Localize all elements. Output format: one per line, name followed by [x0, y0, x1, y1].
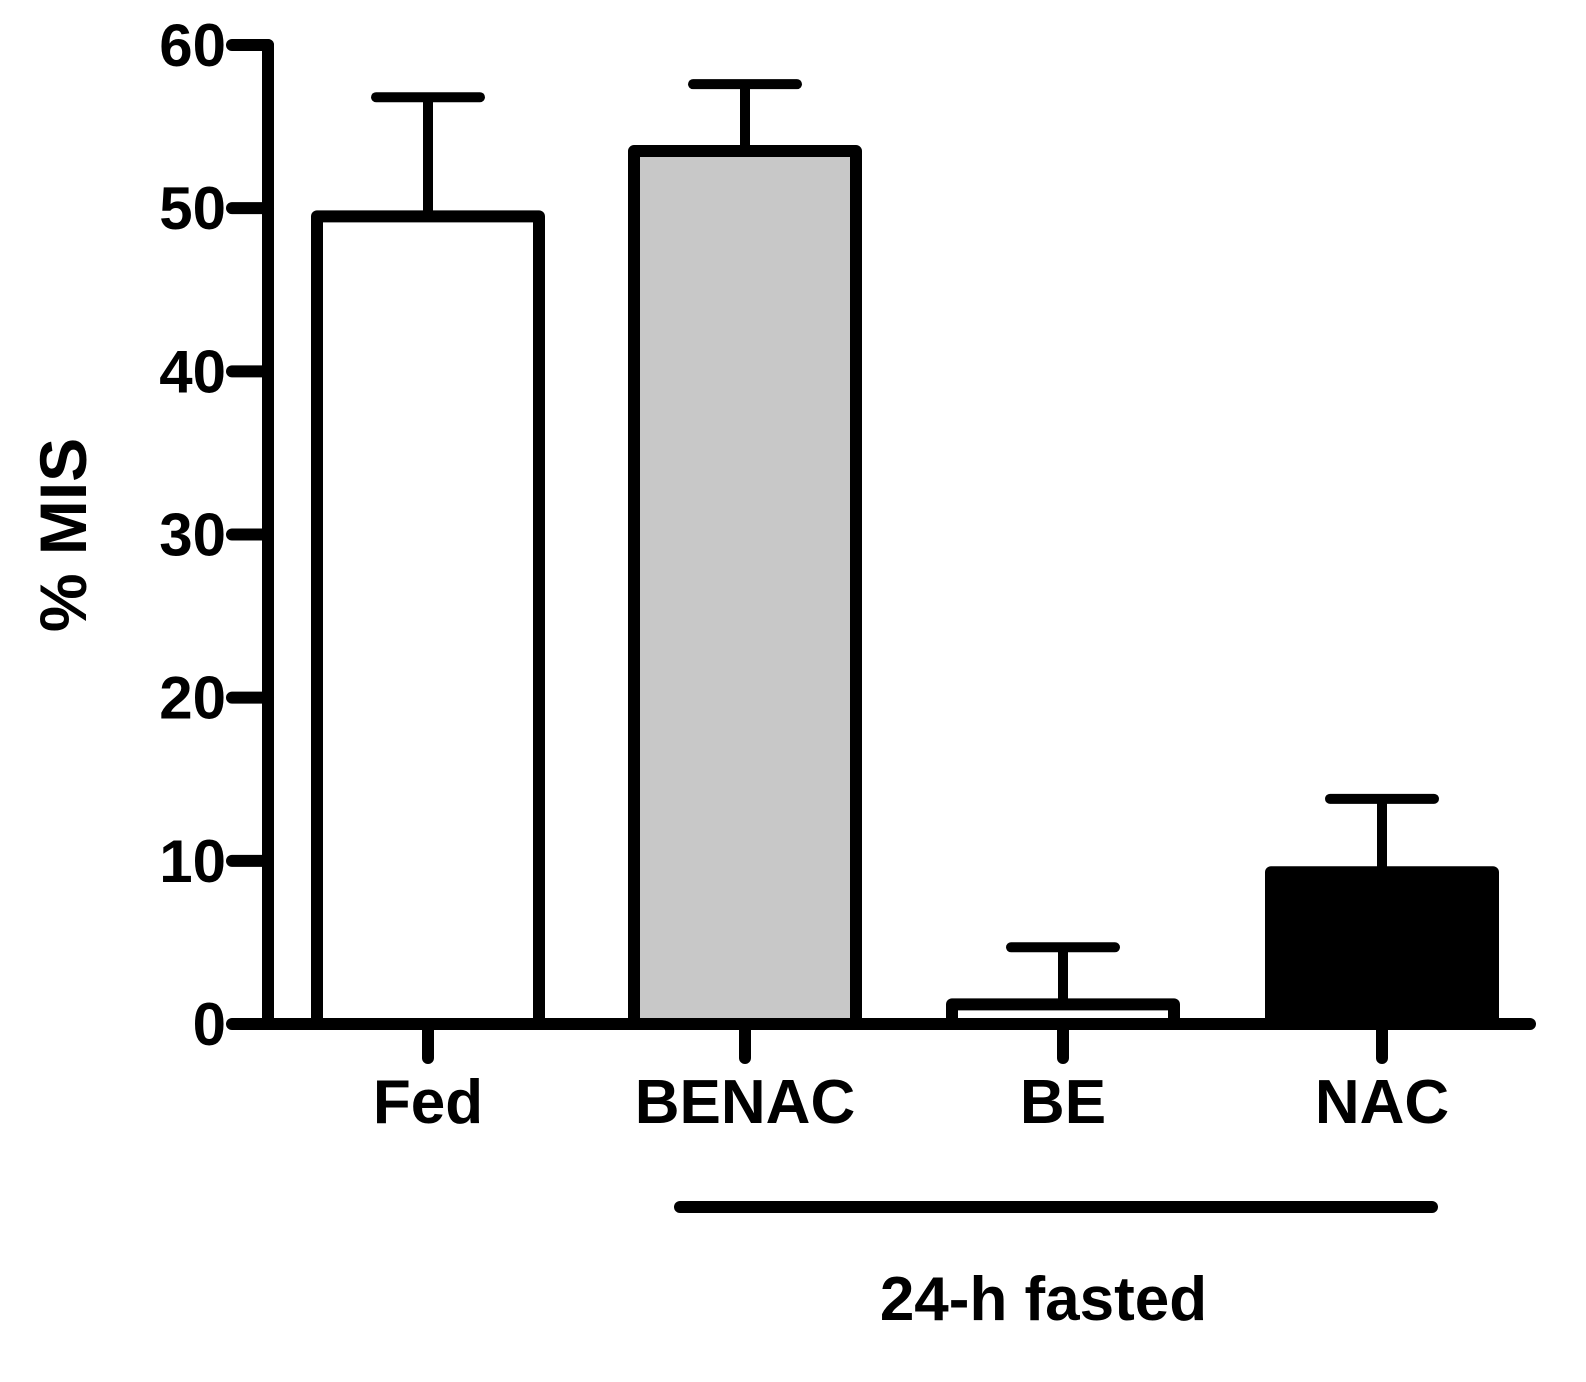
- y-tick-label: 10: [159, 828, 226, 895]
- y-tick-label: 50: [159, 175, 226, 242]
- y-tick-label: 60: [159, 12, 226, 79]
- x-category-label: NAC: [1315, 1068, 1449, 1137]
- y-tick-label: 30: [159, 502, 226, 569]
- group-label: 24-h fasted: [880, 1265, 1207, 1334]
- bar-nac: [1265, 866, 1499, 1030]
- x-category-label: Fed: [373, 1068, 483, 1137]
- x-category-label: BENAC: [635, 1068, 855, 1137]
- y-axis-label: % MIS: [26, 438, 100, 632]
- x-category-label: BE: [1020, 1068, 1106, 1137]
- y-tick-label: 0: [193, 991, 226, 1058]
- y-tick-label: 20: [159, 665, 226, 732]
- bar-fed: [311, 210, 545, 1030]
- y-tick-label: 40: [159, 338, 226, 405]
- y-ticks-layer: 0 10 20 30 40 50 60: [159, 12, 274, 1058]
- bars-layer: [311, 145, 1499, 1030]
- error-bars-layer: [371, 79, 1439, 1005]
- bar-benac: [628, 145, 862, 1030]
- x-ticks-layer: Fed BENAC BE NAC: [373, 1018, 1449, 1137]
